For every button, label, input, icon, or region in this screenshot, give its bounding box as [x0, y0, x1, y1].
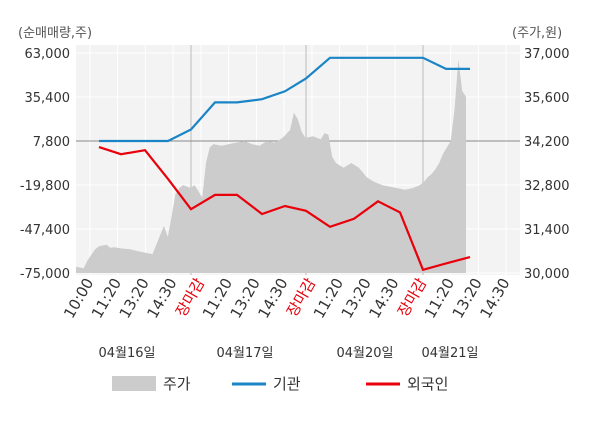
left-tick-label: -19,800: [20, 179, 70, 194]
left-axis-unit: (순매매량,주): [18, 26, 92, 41]
day-label: 04월17일: [216, 346, 273, 361]
day-label: 04월21일: [421, 346, 478, 361]
right-tick-label: 35,600: [524, 91, 570, 106]
legend-foreign-label: 외국인: [407, 375, 448, 393]
legend-price-label: 주가: [163, 375, 191, 393]
right-tick-label: 30,000: [524, 267, 570, 282]
right-tick-label: 34,200: [524, 135, 570, 150]
right-axis-unit: (주가,원): [512, 26, 562, 41]
left-tick-label: -75,000: [20, 267, 70, 282]
day-label: 04월16일: [98, 346, 155, 361]
right-tick-label: 37,000: [524, 47, 570, 62]
legend-price-swatch: [112, 376, 156, 391]
left-tick-label: 63,000: [25, 47, 71, 62]
right-tick-label: 32,800: [524, 179, 570, 194]
day-label: 04월20일: [336, 346, 393, 361]
left-tick-label: 7,800: [33, 135, 70, 150]
legend-institution-label: 기관: [273, 375, 301, 393]
left-tick-label: -47,400: [20, 223, 70, 238]
right-tick-label: 31,400: [524, 223, 570, 238]
left-tick-label: 35,400: [25, 91, 71, 106]
